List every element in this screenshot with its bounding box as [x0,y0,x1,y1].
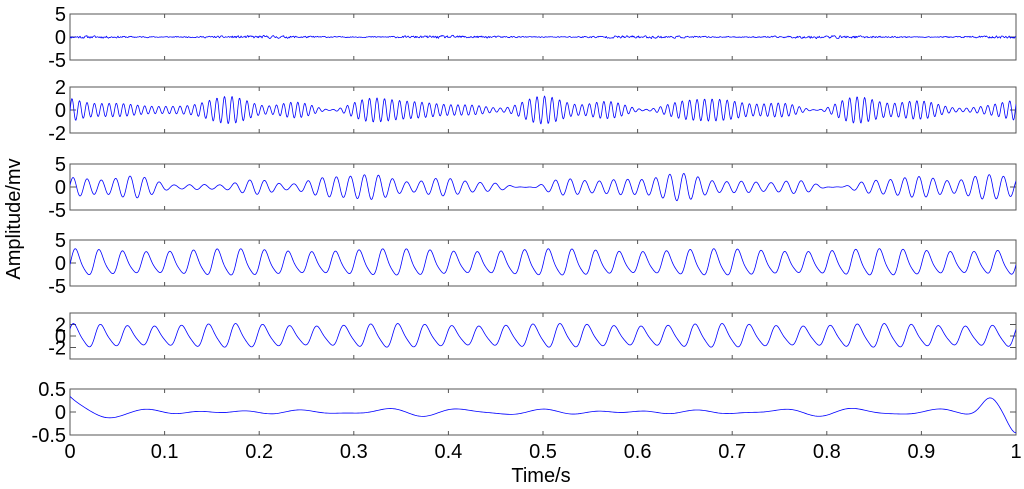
x-tick-label: 0.8 [813,441,841,463]
y-tick-label: 0 [55,177,66,199]
subplot-6: 0.50-0.5 [32,379,1017,447]
signal-line [70,323,1016,348]
y-tick-label: 2 [55,315,66,337]
subplot-4: 50-5 [48,230,1017,298]
x-tick-label: 0.3 [340,441,368,463]
subplot-frame [69,163,1017,211]
y-tick-label: 0.5 [38,379,66,401]
x-tick-label: 0.2 [245,441,273,463]
subplot-panels: 50-520-250-550-520-20.50-0.5 [32,4,1017,447]
y-tick-label: 0 [55,253,66,275]
x-tick-label: 1 [1010,441,1021,463]
subplot-2: 20-2 [48,77,1017,145]
subplot-frame [69,312,1017,360]
signal-line [70,95,1016,125]
x-axis: 0 0.1 0.2 0.3 0.4 0.5 0.6 0.7 0.8 0.9 1 [64,441,1021,463]
x-tick-label: 0.1 [151,441,179,463]
y-tick-label: -5 [48,276,66,298]
signal-line [70,34,1016,40]
y-tick-label: -2 [48,123,66,145]
y-tick-label: 0 [55,402,66,424]
subplot-1: 50-5 [48,4,1017,72]
subplot-3: 50-5 [48,154,1017,222]
y-tick-label: 0 [55,100,66,122]
signal-line [70,173,1016,202]
y-axis-label: Amplitude/mv [3,158,25,279]
signal-line [70,248,1016,276]
x-tick-label: 0.4 [434,441,462,463]
x-tick-label: 0.9 [907,441,935,463]
x-tick-label: 0.5 [529,441,557,463]
x-tick-label: 0.6 [624,441,652,463]
y-tick-label: -5 [48,200,66,222]
y-tick-label: -5 [48,50,66,72]
y-tick-label: 5 [55,154,66,176]
signal-line [70,396,1016,434]
x-tick-label: 0 [64,441,75,463]
y-tick-label: -2 [48,338,66,360]
y-tick-label: -0.5 [32,425,66,447]
y-tick-label: 2 [55,77,66,99]
y-tick-label: 0 [55,326,66,348]
x-axis-label: Time/s [511,465,570,487]
subplot-5: 20-2 [48,312,1017,360]
y-tick-label: 0 [55,27,66,49]
y-tick-label: 5 [55,230,66,252]
y-tick-label: 5 [55,4,66,26]
x-tick-label: 0.7 [718,441,746,463]
